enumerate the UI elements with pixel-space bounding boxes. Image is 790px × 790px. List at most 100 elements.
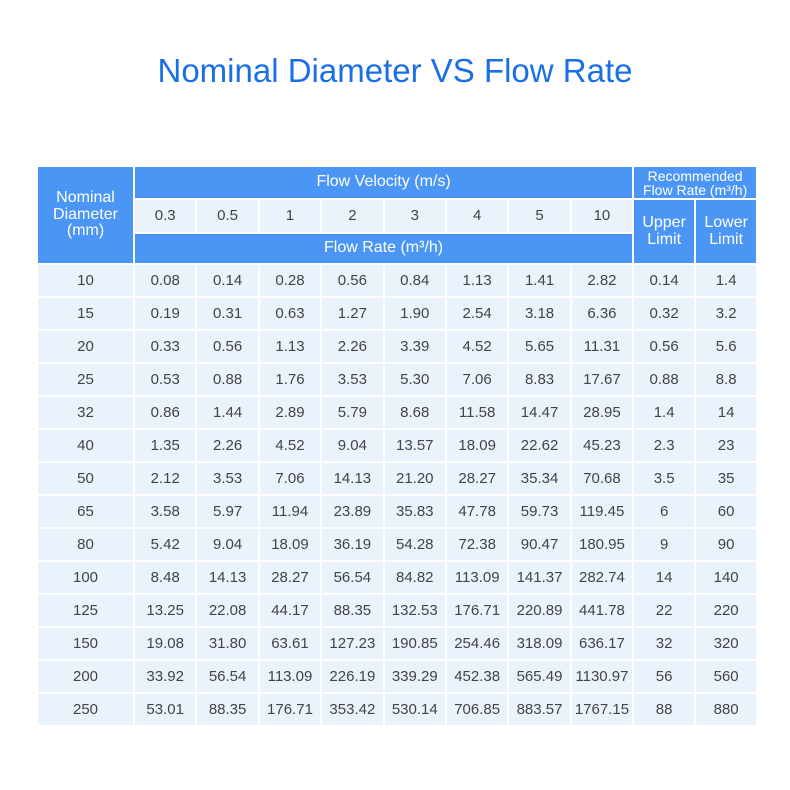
flow-cell: 8.68 [382,395,447,430]
header-line: Diameter [53,205,118,223]
flow-cell: 70.68 [569,461,635,496]
flow-cell: 220 [694,593,759,628]
flow-cell: 3.39 [382,329,447,364]
data-row: 40 1.35 2.26 4.52 9.04 13.57 18.09 22.62 45.23 2.… [36,428,759,463]
flow-cell: 5.65 [507,329,572,364]
flow-cell: 452.38 [444,659,510,694]
flow-cell: 1.90 [382,296,447,331]
flow-cell: 53.01 [132,692,198,727]
flow-cell: 132.53 [382,593,447,628]
flow-cell: 13.25 [132,593,198,628]
flow-cell: 33.92 [132,659,198,694]
flow-cell: 90 [694,527,759,562]
velocity-value: 10 [569,198,635,234]
upper-limit-header: Upper Limit [632,198,697,265]
flow-cell: 44.17 [257,593,323,628]
flow-cell: 7.06 [257,461,323,496]
flow-cell: 18.09 [444,428,510,463]
flow-cell: 318.09 [507,626,572,661]
header-line: Nominal [56,188,115,206]
flow-cell: 1.35 [132,428,198,463]
flow-cell: 54.28 [382,527,447,562]
flow-cell: 113.09 [257,659,323,694]
flow-cell: 5.97 [195,494,260,529]
flow-cell: 8.83 [507,362,572,397]
flow-cell: 14.13 [195,560,260,595]
flow-cell: 88.35 [195,692,260,727]
flow-cell: 21.20 [382,461,447,496]
diameter-cell: 10 [36,263,135,298]
velocity-value: 0.5 [195,198,260,234]
diameter-cell: 25 [36,362,135,397]
flow-cell: 0.84 [382,263,447,298]
flow-cell: 127.23 [320,626,385,661]
data-row: 15 0.19 0.31 0.63 1.27 1.90 2.54 3.18 6.36 0.32 3.… [36,296,759,331]
velocity-value: 0.3 [132,198,198,234]
flow-rate-header: Flow Rate (m³/h) [132,232,635,265]
flow-cell: 1767.15 [569,692,635,727]
flow-cell: 180.95 [569,527,635,562]
flow-cell: 84.82 [382,560,447,595]
flow-cell: 88.35 [320,593,385,628]
flow-cell: 2.54 [444,296,510,331]
flow-cell: 2.26 [320,329,385,364]
flow-cell: 36.19 [320,527,385,562]
diameter-cell: 65 [36,494,135,529]
flow-cell: 1.13 [257,329,323,364]
flow-cell: 176.71 [257,692,323,727]
flow-cell: 0.14 [632,263,697,298]
header-line: Recommended [647,167,743,184]
flow-cell: 56.54 [195,659,260,694]
diameter-cell: 50 [36,461,135,496]
flow-cell: 28.27 [257,560,323,595]
flow-cell: 32 [632,626,697,661]
flow-cell: 0.33 [132,329,198,364]
header-line: Lower [704,213,748,231]
header-line: Upper [642,213,686,231]
header-row: Flow Rate (m³/h) [37,232,757,265]
data-row: 200 33.92 56.54 113.09 226.19 339.29 452.38 565… [36,659,759,694]
flow-cell: 28.27 [444,461,510,496]
header-line: (mm) [66,222,105,240]
data-row: 32 0.86 1.44 2.89 5.79 8.68 11.58 14.47 28.95 1.4… [36,395,759,430]
flow-cell: 0.56 [632,329,697,364]
flow-cell: 1.4 [694,263,759,298]
flow-cell: 11.94 [257,494,323,529]
flow-cell: 14 [632,560,697,595]
flow-cell: 0.14 [195,263,260,298]
flow-cell: 706.85 [444,692,510,727]
flow-cell: 22.08 [195,593,260,628]
flow-cell: 18.09 [257,527,323,562]
flow-cell: 0.31 [195,296,260,331]
data-row: 80 5.42 9.04 18.09 36.19 54.28 72.38 90.47 180.9… [36,527,759,562]
flow-cell: 3.5 [632,461,697,496]
flow-cell: 23 [694,428,759,463]
header-line: Flow Rate (m³/h) [643,181,748,198]
data-row: 250 53.01 88.35 176.71 353.42 530.14 706.85 883… [36,692,759,727]
flow-cell: 1.41 [507,263,572,298]
flow-cell: 3.53 [320,362,385,397]
flow-cell: 530.14 [382,692,447,727]
flow-cell: 9 [632,527,697,562]
diameter-cell: 20 [36,329,135,364]
data-row: 100 8.48 14.13 28.27 56.54 84.82 113.09 141.37 2… [36,560,759,595]
flow-cell: 60 [694,494,759,529]
flow-cell: 14.47 [507,395,572,430]
flow-cell: 3.2 [694,296,759,331]
flow-cell: 5.42 [132,527,198,562]
flow-cell: 880 [694,692,759,727]
flow-cell: 5.30 [382,362,447,397]
diameter-cell: 250 [36,692,135,727]
flow-cell: 226.19 [320,659,385,694]
flow-cell: 63.61 [257,626,323,661]
flow-cell: 2.3 [632,428,697,463]
flow-cell: 1.76 [257,362,323,397]
data-row: 150 19.08 31.80 63.61 127.23 190.85 254.46 318.… [36,626,759,661]
flow-cell: 0.56 [320,263,385,298]
velocity-value: 3 [382,198,447,234]
flow-cell: 0.28 [257,263,323,298]
flow-cell: 2.89 [257,395,323,430]
diameter-cell: 125 [36,593,135,628]
flow-cell: 0.08 [132,263,198,298]
flow-cell: 3.53 [195,461,260,496]
